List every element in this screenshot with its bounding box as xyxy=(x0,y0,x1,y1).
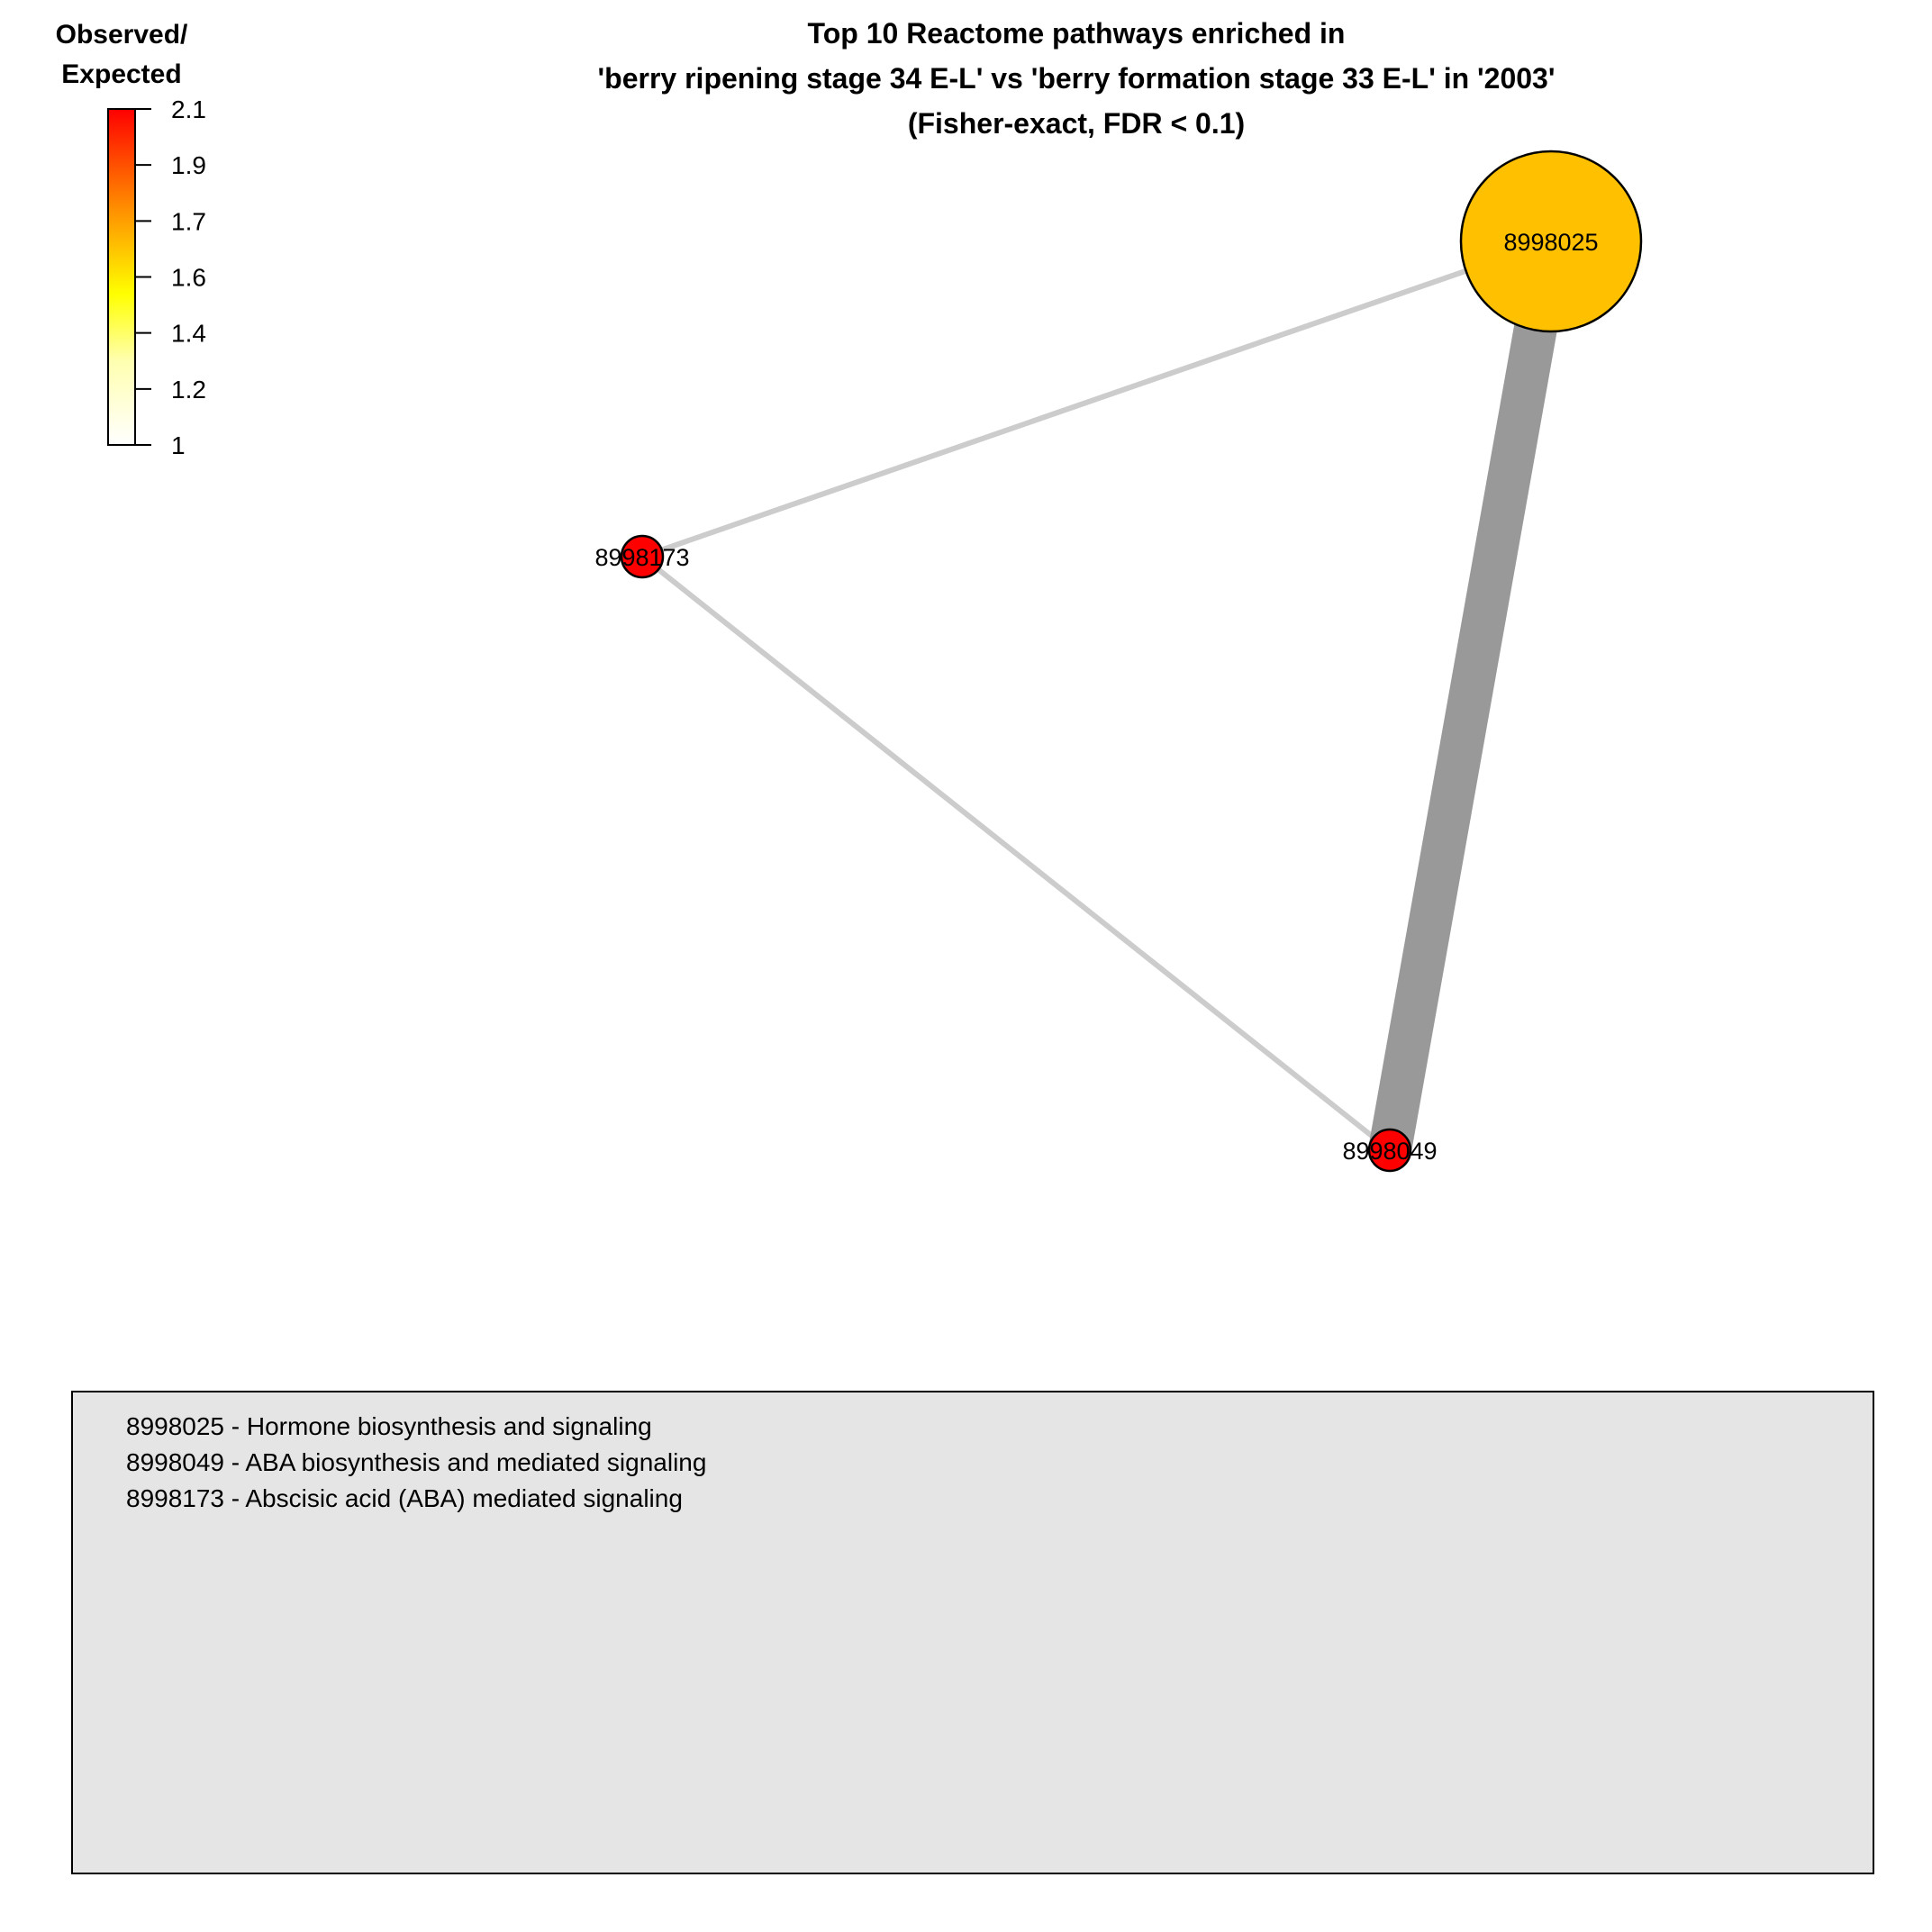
figure-title: Top 10 Reactome pathways enriched in 'be… xyxy=(598,17,1556,140)
node-8998173: 8998173 xyxy=(594,534,690,579)
edge-8998025-8998049 xyxy=(1368,237,1573,1155)
colorbar-legend: Observed/ Expected 2.1 1.9 1.7 1.6 1.4 1.2 1 xyxy=(56,20,206,459)
colorbar-tick-label: 1 xyxy=(171,431,186,459)
pathway-key: 8998025 - Hormone biosynthesis and signa… xyxy=(71,1391,1874,1874)
pathway-key-box xyxy=(71,1391,1874,1874)
node-label: 8998173 xyxy=(594,544,689,571)
colorbar-tick-label: 1.4 xyxy=(171,320,206,348)
colorbar-tick-label: 1.7 xyxy=(171,207,206,235)
colorbar-title-line-1: Observed/ xyxy=(56,20,188,50)
key-entry: 8998025 - Hormone biosynthesis and signa… xyxy=(126,1412,652,1440)
colorbar-tick-label: 1.6 xyxy=(171,264,206,292)
network-nodes: 8998025 8998173 8998049 xyxy=(594,150,1643,1173)
edge-8998173-8998049 xyxy=(640,554,1392,1153)
node-label: 8998049 xyxy=(1342,1138,1437,1165)
node-8998049: 8998049 xyxy=(1342,1128,1438,1173)
node-8998025: 8998025 xyxy=(1459,150,1643,333)
colorbar-tick-label: 1.9 xyxy=(171,151,206,179)
node-circle xyxy=(620,534,665,579)
edge-8998025-8998173 xyxy=(641,239,1552,559)
node-label: 8998025 xyxy=(1503,229,1598,256)
colorbar-tick-label: 1.2 xyxy=(171,376,206,404)
key-entry: 8998049 - ABA biosynthesis and mediated … xyxy=(126,1448,706,1476)
title-line-3: (Fisher-exact, FDR < 0.1) xyxy=(908,107,1245,140)
colorbar-ticks: 2.1 1.9 1.7 1.6 1.4 1.2 1 xyxy=(135,95,206,459)
title-line-1: Top 10 Reactome pathways enriched in xyxy=(808,17,1346,50)
node-circle xyxy=(1367,1128,1412,1173)
colorbar-gradient xyxy=(107,108,136,446)
title-line-2: 'berry ripening stage 34 E-L' vs 'berry … xyxy=(598,62,1556,95)
key-entry: 8998173 - Abscisic acid (ABA) mediated s… xyxy=(126,1484,683,1512)
colorbar-tick-label: 2.1 xyxy=(171,95,206,123)
colorbar-title-line-2: Expected xyxy=(61,59,181,89)
node-circle xyxy=(1459,150,1643,333)
network-edges xyxy=(640,237,1573,1155)
